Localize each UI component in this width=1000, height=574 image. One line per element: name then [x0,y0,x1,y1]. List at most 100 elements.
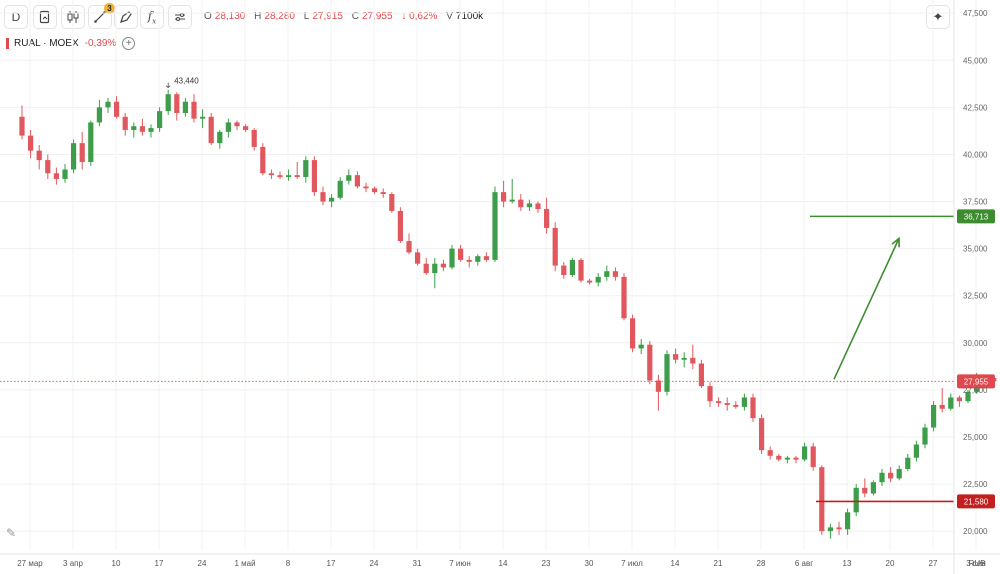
series-legend: RUAL · MOEX -0,39% + [6,37,136,50]
candle-body [96,107,102,123]
pen-icon [120,11,132,23]
candle-body [939,404,945,409]
indicators-button[interactable]: fx [140,5,164,29]
y-tick-label: 25,000 [963,433,988,442]
y-tick-label: 27,500 [963,386,988,395]
candle-body [389,194,395,211]
candle-body [329,197,335,202]
candle-body [406,241,412,253]
candle-body [157,111,163,129]
candle-body [690,357,696,364]
candle-body [535,203,541,210]
pen-button[interactable] [114,5,138,29]
candle-body [243,126,249,130]
candle-body [354,175,360,187]
candle-body [681,357,687,360]
function-icon: fx [147,8,157,26]
x-tick-label: 7 июл [621,559,643,568]
y-tick-label: 42,500 [963,103,988,112]
candle-body [79,143,85,162]
candle-body [148,128,154,132]
add-symbol-icon[interactable]: + [122,37,136,50]
drawings-count-badge: 3 [104,3,115,14]
y-tick-label: 30,000 [963,339,988,348]
x-tick-label: 28 [757,559,766,568]
candle-body [509,199,515,202]
candle-body [922,427,928,445]
projection-arrow-line[interactable] [833,238,900,380]
stop-price-label: 21,580 [964,497,989,506]
candle-body [518,199,524,208]
candle-body [802,446,808,460]
drawing-toggle-icon[interactable]: ✎ [6,526,17,540]
candle-body [234,122,240,127]
x-tick-label: 13 [843,559,852,568]
candle-body [647,344,653,381]
interval-button[interactable]: D [4,5,28,29]
chart-type-button[interactable] [33,5,57,29]
target-price-badge [957,209,995,224]
y-tick-label: 32,500 [963,292,988,301]
ohlc-readout: O 28,130 H 28,280 L 27,915 C 27,955 ↓ 0,62% … [204,11,484,22]
candle-body [440,263,446,268]
candle-body [363,186,369,189]
x-tick-label: 17 [155,559,164,568]
candle-body [741,397,747,407]
candle-body [896,469,902,479]
candle-body [483,256,489,260]
candle-body [449,248,455,268]
candle-body [337,180,343,198]
arrowhead-icon [891,236,900,248]
x-tick-label: 27 мар [17,559,43,568]
currency-label: RUB [969,559,986,568]
candle-body [71,143,77,170]
symbol-label[interactable]: RUAL · MOEX [14,38,79,49]
series-color-marker [6,38,9,49]
y-tick-label: 45,000 [963,56,988,65]
candle-body [974,376,980,392]
x-tick-label: 23 [542,559,551,568]
candle-body [19,116,25,136]
x-tick-label: 17 [327,559,336,568]
candle-body [88,122,94,162]
x-tick-label: 7 июн [449,559,471,568]
candle-body [122,116,128,130]
candle-body [165,94,171,112]
candle-body [397,210,403,242]
candle-body [759,418,765,451]
candle-body [191,101,197,119]
close-value: 27,955 [361,11,393,22]
sparkle-icon: ✦ [932,9,944,24]
candle-body [294,175,300,178]
settings-button[interactable] [168,5,192,29]
candle-body [604,271,610,277]
candle-body [346,175,352,181]
candle-body [174,94,180,114]
candle-body [62,169,68,179]
x-tick-label: 24 [370,559,379,568]
y-tick-label: 37,500 [963,198,988,207]
candle-body [888,472,894,479]
max-arrow-icon [165,82,171,88]
y-tick-label: 22,500 [963,480,988,489]
candles-button[interactable] [61,5,85,29]
last-price-label: 27,955 [964,377,989,386]
candle-body [200,116,206,119]
target-price-label: 36,713 [964,212,989,221]
ai-assistant-button[interactable]: ✦ [926,5,950,29]
y-tick-label: 20,000 [963,527,988,536]
candle-body [733,404,739,407]
x-tick-label: 10 [112,559,121,568]
low-value: 27,915 [312,11,343,22]
drawing-tools-button[interactable]: 3 [88,3,115,29]
candle-body [905,457,911,470]
candle-body [36,150,42,161]
y-tick-label: 35,000 [963,245,988,254]
stop-price-badge [957,494,995,509]
candle-body [578,259,584,281]
candle-body [569,259,575,275]
toolbar: D 3 fx O 28,130 H 28,280 L 27,915 C 27,955 ↓… [0,0,1000,34]
sliders-icon [175,13,185,21]
candle-body [767,450,773,456]
